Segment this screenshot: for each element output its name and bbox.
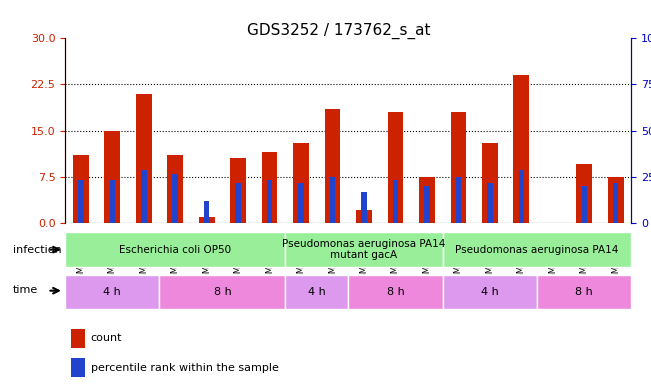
- FancyBboxPatch shape: [348, 275, 443, 309]
- Bar: [73, 155, 89, 223]
- Bar: [167, 155, 183, 223]
- Bar: [356, 210, 372, 223]
- Bar: [71, 358, 85, 377]
- Bar: [173, 174, 178, 223]
- FancyBboxPatch shape: [285, 232, 443, 267]
- Text: Pseudomonas aeruginosa PA14
mutant gacA: Pseudomonas aeruginosa PA14 mutant gacA: [283, 239, 446, 260]
- Bar: [393, 180, 398, 223]
- Text: 8 h: 8 h: [575, 287, 593, 297]
- Text: GDS3252 / 173762_s_at: GDS3252 / 173762_s_at: [247, 23, 431, 39]
- Bar: [330, 177, 335, 223]
- FancyBboxPatch shape: [159, 275, 285, 309]
- FancyBboxPatch shape: [537, 275, 631, 309]
- Bar: [262, 152, 277, 223]
- Text: 8 h: 8 h: [214, 287, 231, 297]
- Bar: [293, 143, 309, 223]
- FancyBboxPatch shape: [285, 275, 348, 309]
- Bar: [136, 94, 152, 223]
- Bar: [204, 201, 210, 223]
- Text: 4 h: 4 h: [481, 287, 499, 297]
- Bar: [267, 180, 272, 223]
- FancyBboxPatch shape: [443, 232, 631, 267]
- Bar: [456, 177, 461, 223]
- Text: 4 h: 4 h: [104, 287, 121, 297]
- FancyBboxPatch shape: [443, 275, 537, 309]
- Bar: [576, 164, 592, 223]
- Bar: [419, 177, 435, 223]
- FancyBboxPatch shape: [65, 275, 159, 309]
- Bar: [387, 112, 404, 223]
- Bar: [78, 180, 83, 223]
- Text: 4 h: 4 h: [308, 287, 326, 297]
- Bar: [141, 170, 146, 223]
- Text: time: time: [13, 285, 38, 295]
- Text: Escherichia coli OP50: Escherichia coli OP50: [119, 245, 231, 255]
- Text: count: count: [90, 333, 122, 343]
- Bar: [236, 183, 241, 223]
- Bar: [424, 186, 430, 223]
- Bar: [519, 170, 524, 223]
- FancyBboxPatch shape: [65, 232, 285, 267]
- Bar: [482, 143, 498, 223]
- Bar: [109, 180, 115, 223]
- Bar: [71, 328, 85, 348]
- Text: Pseudomonas aeruginosa PA14: Pseudomonas aeruginosa PA14: [456, 245, 618, 255]
- Bar: [199, 217, 215, 223]
- Bar: [608, 177, 624, 223]
- Bar: [450, 112, 466, 223]
- Text: infection: infection: [13, 245, 62, 255]
- Bar: [514, 75, 529, 223]
- Bar: [581, 186, 587, 223]
- Bar: [487, 183, 493, 223]
- Bar: [361, 192, 367, 223]
- Bar: [104, 131, 120, 223]
- Bar: [230, 158, 246, 223]
- Text: percentile rank within the sample: percentile rank within the sample: [90, 362, 279, 373]
- Bar: [325, 109, 340, 223]
- Bar: [613, 183, 618, 223]
- Text: 8 h: 8 h: [387, 287, 404, 297]
- Bar: [298, 183, 304, 223]
